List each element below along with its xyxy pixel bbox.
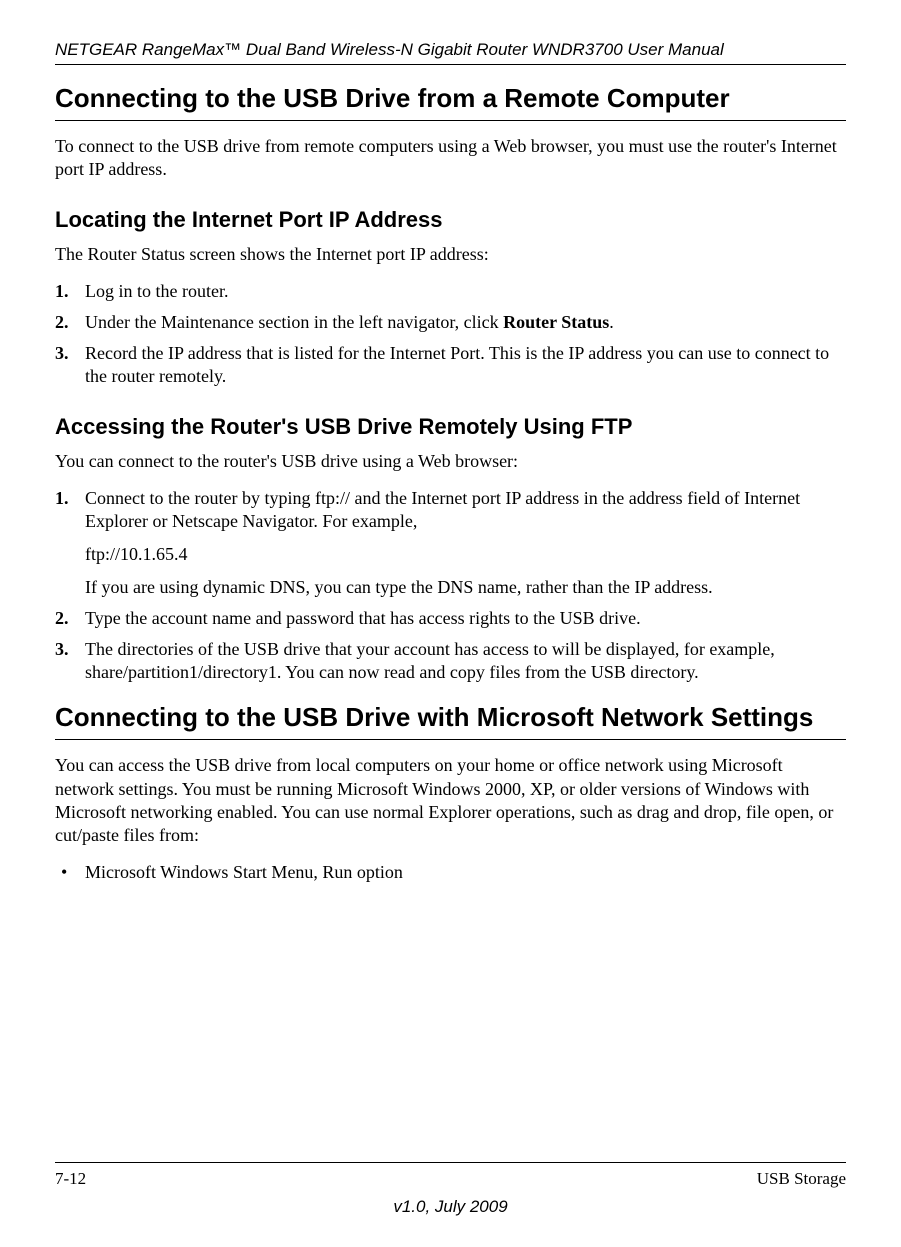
section-heading-usb-remote: Connecting to the USB Drive from a Remot… — [55, 83, 846, 121]
page: NETGEAR RangeMax™ Dual Band Wireless-N G… — [0, 0, 901, 1247]
section1-intro: To connect to the USB drive from remote … — [55, 135, 846, 181]
sub1-step-2-text-a: Under the Maintenance section in the lef… — [85, 312, 503, 332]
footer-page-number: 7-12 — [55, 1169, 86, 1189]
footer-chapter: USB Storage — [757, 1169, 846, 1189]
header-rule — [55, 64, 846, 65]
footer-version: v1.0, July 2009 — [55, 1197, 846, 1217]
section2-bullets: Microsoft Windows Start Menu, Run option — [55, 861, 846, 884]
sub1-steps: Log in to the router. Under the Maintena… — [55, 280, 846, 388]
sub1-step-1: Log in to the router. — [55, 280, 846, 303]
sub2-step-1: Connect to the router by typing ftp:// a… — [55, 487, 846, 599]
sub1-step-2-text-c: . — [609, 312, 614, 332]
section-heading-ms-network: Connecting to the USB Drive with Microso… — [55, 702, 846, 740]
sub2-step-2: Type the account name and password that … — [55, 607, 846, 630]
sub2-step-3: The directories of the USB drive that yo… — [55, 638, 846, 684]
section2-bullet-1: Microsoft Windows Start Menu, Run option — [55, 861, 846, 884]
sub1-step-3: Record the IP address that is listed for… — [55, 342, 846, 388]
sub2-step-1-text: Connect to the router by typing ftp:// a… — [85, 488, 800, 531]
subsection-heading-locate-ip: Locating the Internet Port IP Address — [55, 207, 846, 233]
sub2-step-1-sub1: ftp://10.1.65.4 — [85, 543, 846, 566]
section2-intro: You can access the USB drive from local … — [55, 754, 846, 846]
running-header: NETGEAR RangeMax™ Dual Band Wireless-N G… — [55, 40, 846, 60]
footer-rule — [55, 1162, 846, 1163]
subsection-heading-ftp: Accessing the Router's USB Drive Remotel… — [55, 414, 846, 440]
sub1-step-2-bold: Router Status — [503, 312, 609, 332]
footer-row: 7-12 USB Storage — [55, 1169, 846, 1189]
sub2-lead: You can connect to the router's USB driv… — [55, 450, 846, 473]
sub2-steps: Connect to the router by typing ftp:// a… — [55, 487, 846, 684]
sub1-lead: The Router Status screen shows the Inter… — [55, 243, 846, 266]
page-footer: 7-12 USB Storage v1.0, July 2009 — [55, 1162, 846, 1217]
sub2-step-1-sub2: If you are using dynamic DNS, you can ty… — [85, 576, 846, 599]
sub1-step-2: Under the Maintenance section in the lef… — [55, 311, 846, 334]
